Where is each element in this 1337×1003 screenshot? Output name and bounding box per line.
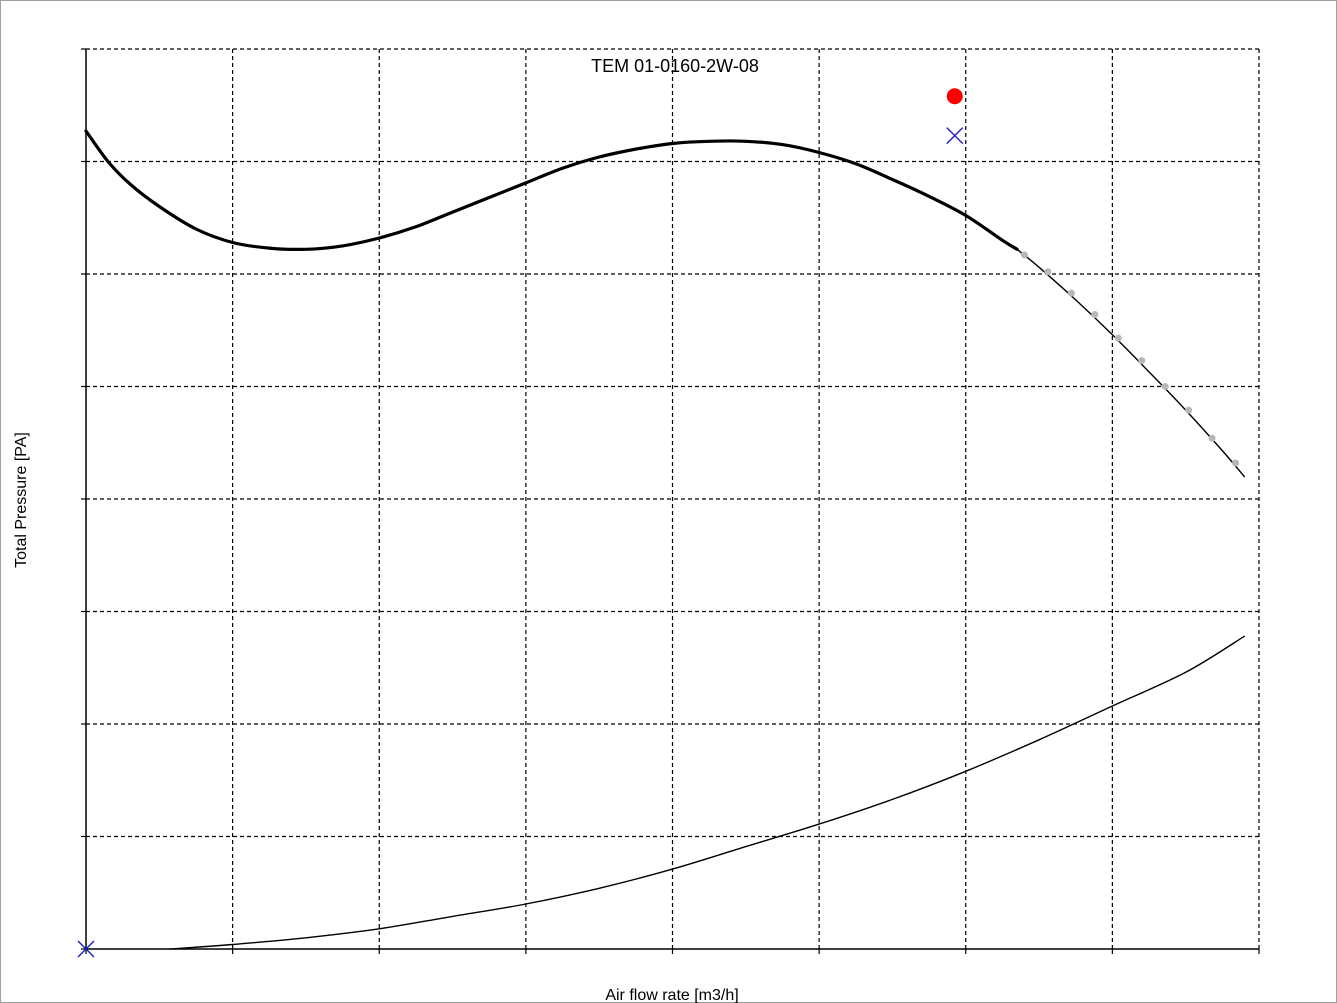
required-duty-point-marker xyxy=(946,127,964,145)
x-axis-label: Air flow rate [m3/h] xyxy=(605,987,738,1003)
markers-layer xyxy=(77,88,964,958)
chart-title: TEM 01-0160-2W-08 xyxy=(591,56,759,76)
tick-labels xyxy=(81,48,1260,954)
series-marker-3 xyxy=(1091,311,1099,318)
series-marker-1 xyxy=(1044,268,1052,276)
series-marker-9 xyxy=(1232,459,1240,467)
series-marker-0 xyxy=(1020,251,1028,259)
series-line-system-curve xyxy=(169,635,1245,950)
series-marker-5 xyxy=(1138,357,1146,365)
series-line-fan-curve-solid xyxy=(84,129,1019,252)
series-marker-2 xyxy=(1067,289,1075,297)
series-marker-7 xyxy=(1185,406,1193,414)
series-line-fan-curve-extension xyxy=(1016,248,1245,478)
series-marker-6 xyxy=(1161,383,1169,390)
y-axis-label: Total Pressure [PA] xyxy=(13,432,30,568)
series-marker-8 xyxy=(1208,434,1216,442)
actual-duty-point-marker xyxy=(946,88,963,105)
series-marker-4 xyxy=(1114,334,1122,342)
origin-marker xyxy=(77,940,95,958)
series-layer xyxy=(84,129,1245,950)
grid-lines xyxy=(86,48,1260,949)
